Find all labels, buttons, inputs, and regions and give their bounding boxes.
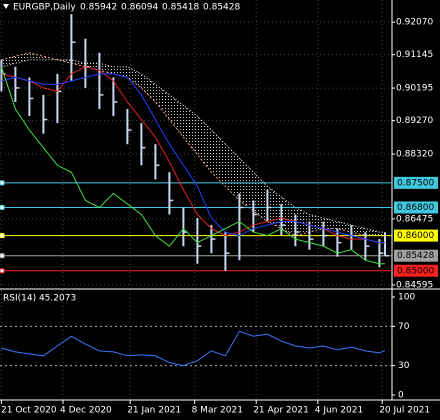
level-marker <box>0 268 5 274</box>
level-marker <box>0 204 5 210</box>
header-value: 0.85418 <box>162 3 199 13</box>
cloud-span-b <box>1 59 385 233</box>
header-value: 0.85942 <box>80 3 117 13</box>
level-label-box <box>394 264 438 277</box>
y-tick-label: 0.90195 <box>396 84 433 94</box>
level-label-box <box>394 229 438 242</box>
x-tick-label: 21 Jan 2021 <box>127 406 181 416</box>
cloud-span-a <box>1 52 385 237</box>
y-tick-label: 0.91145 <box>396 50 433 60</box>
level-label: 0.87500 <box>397 178 434 188</box>
chart-title: EURGBP,Daily <box>13 3 76 13</box>
indicator-line <box>1 73 385 244</box>
x-tick-label: 20 Jul 2021 <box>379 406 430 416</box>
indicator-line <box>1 66 385 244</box>
header-value: 0.86094 <box>121 3 158 13</box>
level-label: 0.85428 <box>397 251 434 261</box>
rsi-y-tick-label: 0 <box>398 391 404 401</box>
level-label: 0.86800 <box>397 203 434 213</box>
level-label-box <box>394 201 438 214</box>
indicator-line <box>0 66 385 265</box>
x-tick-label: 8 Mar 2021 <box>192 406 243 416</box>
rsi-y-tick-label: 100 <box>398 293 415 303</box>
y-tick-label: 0.88320 <box>396 150 433 160</box>
y-tick-label: 0.84595 <box>396 281 433 291</box>
x-tick-label: 4 Jun 2021 <box>315 406 363 416</box>
level-marker <box>0 253 5 259</box>
y-tick-label: 0.86475 <box>396 214 433 224</box>
y-tick-label: 0.89270 <box>396 116 433 126</box>
y-tick-label: 0.92070 <box>396 18 433 28</box>
rsi-y-tick-label: 30 <box>398 361 410 371</box>
level-marker <box>0 233 5 239</box>
cloud-area <box>1 52 386 236</box>
x-tick-label: 21 Oct 2020 <box>1 406 57 416</box>
level-marker <box>0 180 5 186</box>
x-tick-label: 21 Apr 2021 <box>253 406 309 416</box>
level-label: 0.85000 <box>397 266 434 276</box>
rsi-y-tick-label: 70 <box>398 322 410 332</box>
x-tick-label: 4 Dec 2020 <box>60 406 112 416</box>
header-value: 0.85428 <box>203 3 240 13</box>
level-label-box <box>394 176 438 189</box>
level-label-box <box>394 249 438 262</box>
rsi-line <box>1 330 386 367</box>
rsi-title: RSI(14) 45.2073 <box>3 294 76 304</box>
header-icon <box>3 4 9 9</box>
level-label: 0.86000 <box>397 231 434 241</box>
